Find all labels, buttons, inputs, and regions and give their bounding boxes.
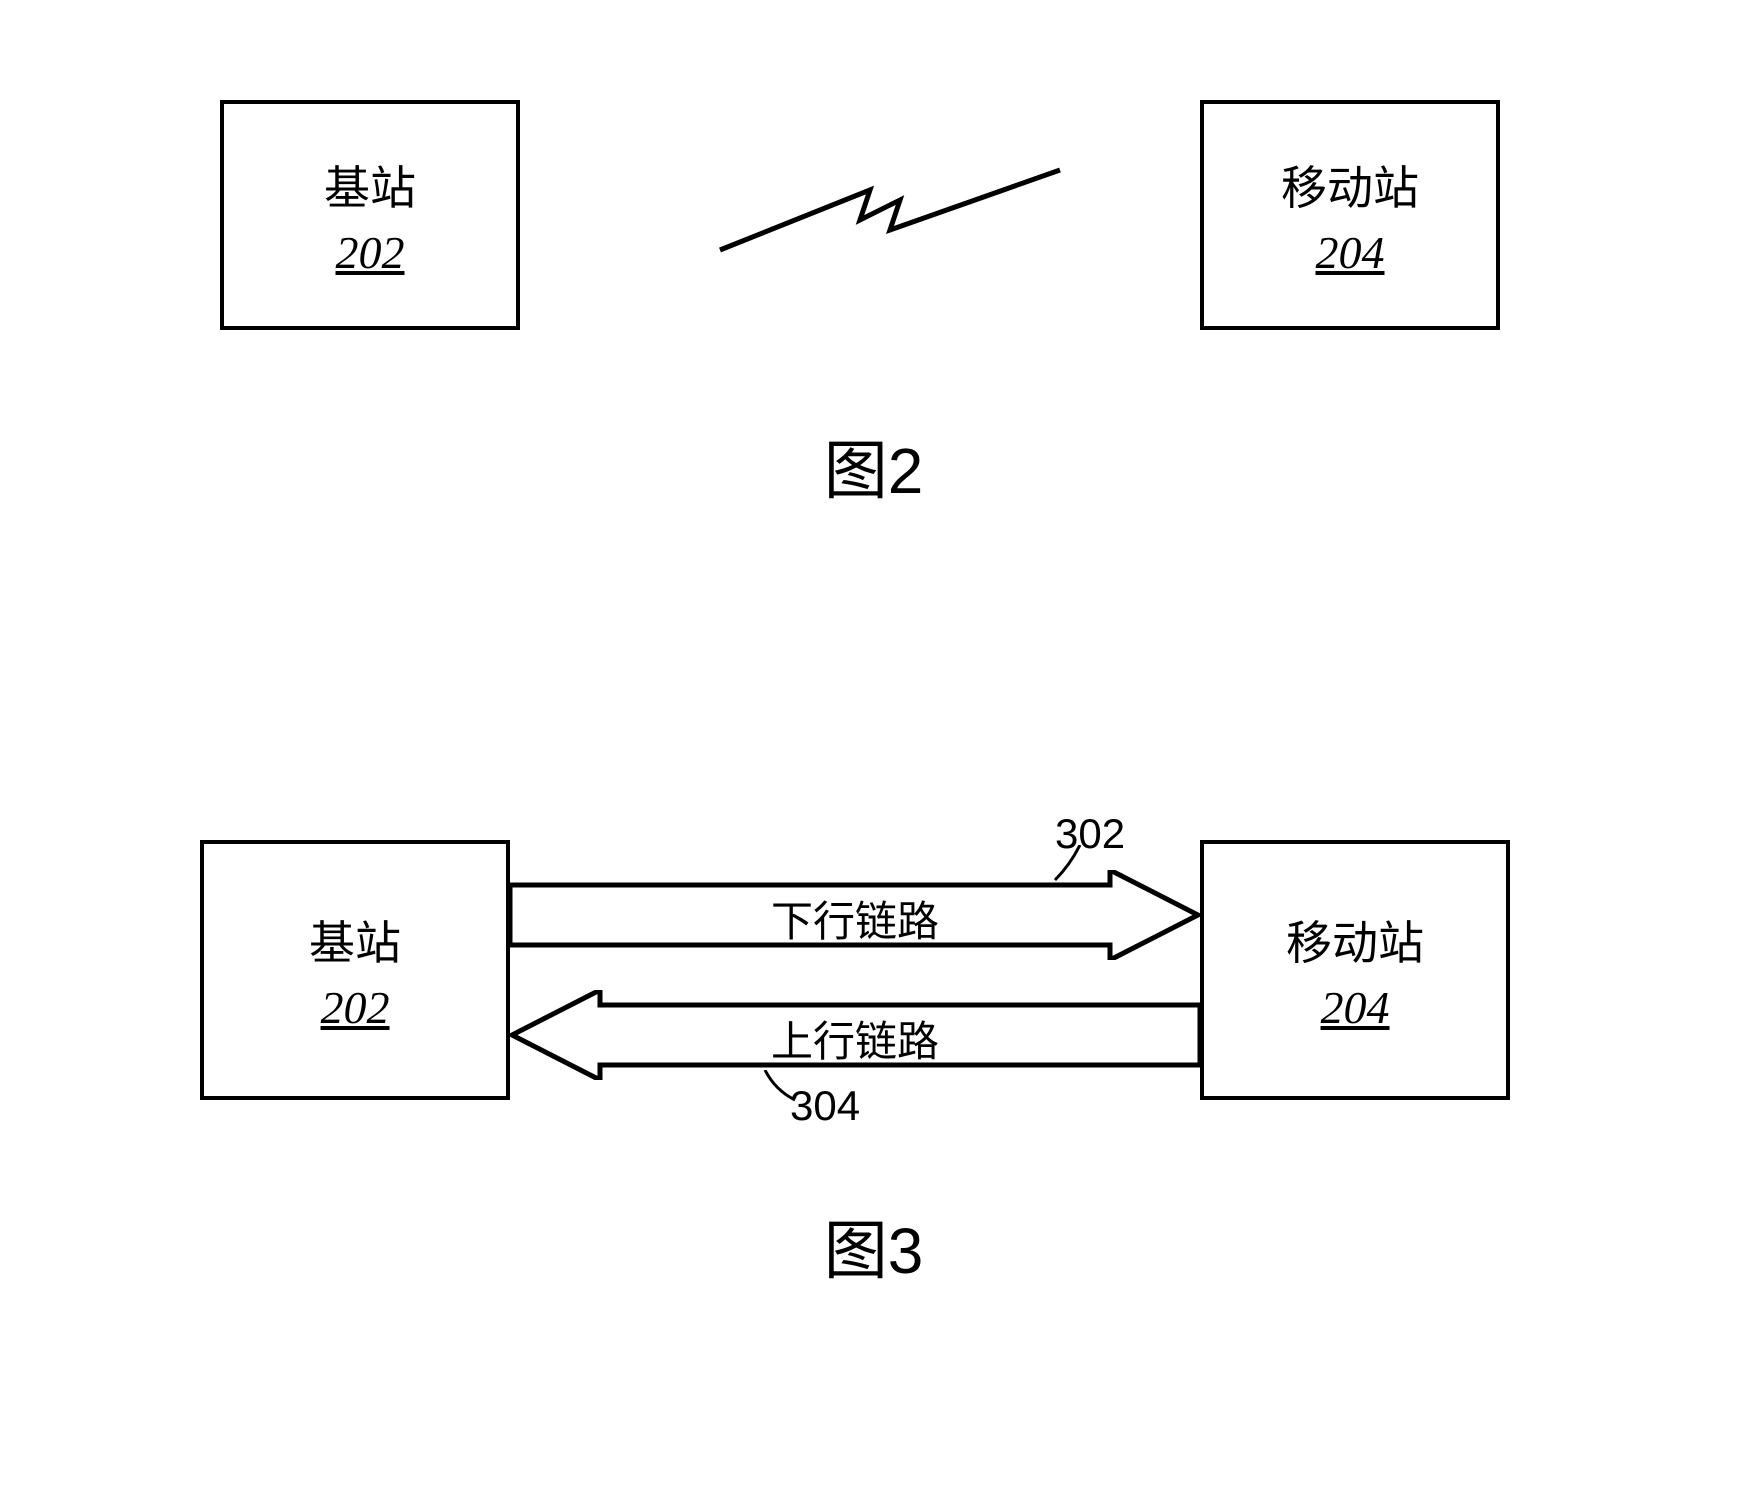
mobile-station-label: 移动站 — [1281, 152, 1419, 218]
figure-2-caption: 图2 — [0, 420, 1747, 512]
base-station-box-3: 基站 202 — [200, 840, 510, 1100]
mobile-station-ref: 204 — [1316, 226, 1385, 279]
uplink-ref: 304 — [790, 1082, 860, 1130]
fig3-row: 基站 202 302 下行链路 上行链路 — [0, 830, 1747, 1110]
downlink-label: 下行链路 — [510, 888, 1200, 949]
figure-2: 基站 202 移动站 204 图2 — [0, 80, 1747, 512]
figure-3: 基站 202 302 下行链路 上行链路 — [0, 830, 1747, 1292]
mobile-station-label-3: 移动站 — [1286, 907, 1424, 973]
wireless-bolt-icon — [700, 150, 1080, 270]
figure-3-caption: 图3 — [0, 1200, 1747, 1292]
caption-number: 2 — [888, 435, 924, 507]
mobile-station-box: 移动站 204 — [1200, 100, 1500, 330]
base-station-ref: 202 — [336, 226, 405, 279]
downlink-arrow: 下行链路 — [510, 870, 1200, 960]
mobile-station-ref-3: 204 — [1321, 981, 1390, 1034]
caption-number-3: 3 — [888, 1215, 924, 1287]
caption-prefix-3: 图 — [824, 1215, 888, 1287]
base-station-label-3: 基站 — [309, 907, 401, 973]
mobile-station-box-3: 移动站 204 — [1200, 840, 1510, 1100]
uplink-arrow: 上行链路 — [510, 990, 1200, 1080]
caption-prefix: 图 — [824, 435, 888, 507]
base-station-box: 基站 202 — [220, 100, 520, 330]
arrow-area: 302 下行链路 上行链路 304 — [510, 830, 1200, 1110]
base-station-ref-3: 202 — [321, 981, 390, 1034]
base-station-label: 基站 — [324, 152, 416, 218]
uplink-label: 上行链路 — [510, 1008, 1200, 1069]
fig2-row: 基站 202 移动站 204 — [0, 80, 1747, 360]
